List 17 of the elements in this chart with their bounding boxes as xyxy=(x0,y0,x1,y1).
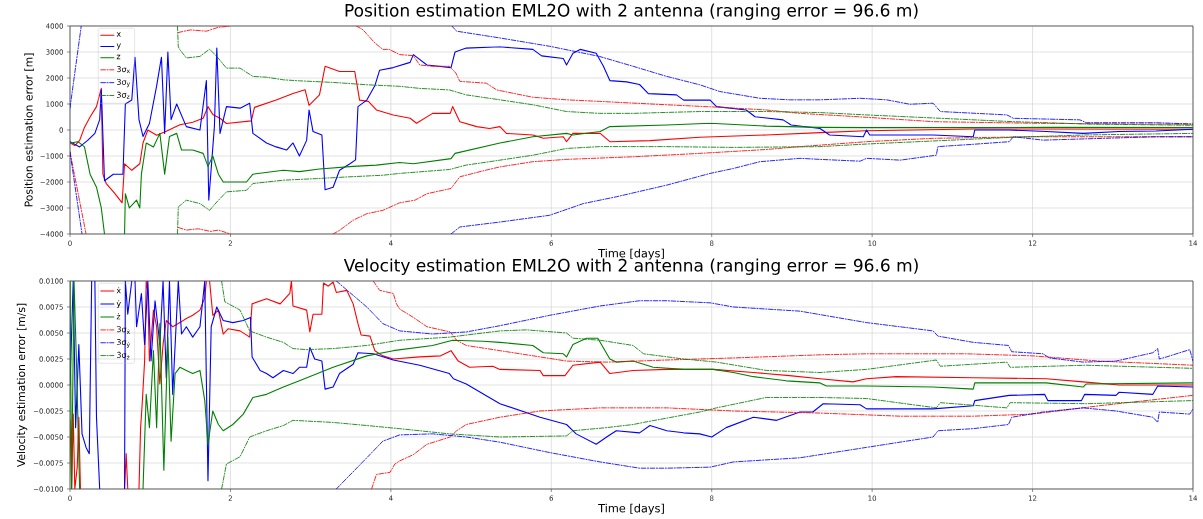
legend-label: 3σ$_{y}$ xyxy=(116,78,130,88)
x-axis-title: Time [days] xyxy=(598,503,664,515)
y-axis-title: Velocity estimation error [m/s] xyxy=(16,303,28,468)
legend-label: ẏ xyxy=(116,300,121,308)
legend-label: y xyxy=(116,43,121,50)
legend-label: 3σ$_{z}$ xyxy=(116,91,130,99)
legend-label: ż xyxy=(116,313,121,320)
legend-label: ẋ xyxy=(116,287,121,294)
line-series xyxy=(221,397,1193,489)
legend-label: z xyxy=(116,54,121,60)
y-axis-title: Position estimation error [m] xyxy=(24,53,34,207)
line-series xyxy=(371,394,1193,489)
chart-title: Velocity estimation EML2O with 2 antenna (ranging error = 96.6 m) xyxy=(343,258,918,275)
legend-label: 3σ$_{x}$ xyxy=(116,66,130,74)
legend-label: x xyxy=(116,32,121,37)
line-series xyxy=(335,407,1193,489)
chart-title: Position estimation EML2O with 2 antenna (ranging error = 96.6 m) xyxy=(345,3,918,20)
